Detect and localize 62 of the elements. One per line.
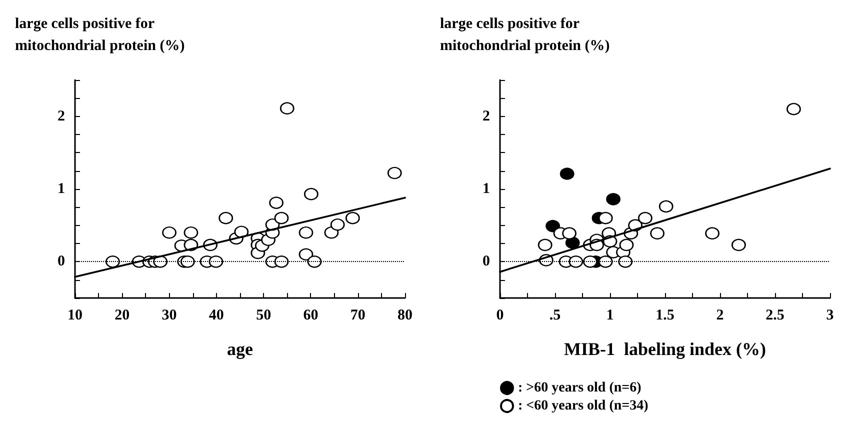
x-tick-label: 10 [68,308,82,324]
point [274,256,289,268]
point [269,196,284,209]
x-tick-label: 0 [496,308,504,324]
x-tick-label: .5 [549,308,561,324]
point [598,256,613,268]
point [658,200,674,213]
point [606,193,620,206]
x-tick-label: 2 [716,308,724,324]
x-tick-label: 70 [350,308,366,324]
point [162,226,176,239]
legend-label: : <60 years old (n=34) [518,398,649,414]
x-tick-label: 60 [303,308,318,324]
x-tick-label: 30 [162,308,177,324]
point [705,227,720,240]
point [619,238,634,252]
point [274,212,289,224]
point [298,248,314,261]
x-tick-label: 3 [826,308,834,324]
x-tick-label: 80 [398,308,412,324]
y-tick-label: 2 [482,108,490,124]
point [218,212,234,224]
y-tick-label: 1 [482,181,490,197]
y-tick-label: 1 [58,181,65,197]
y-axis-title: large cells positive for mitochondrial protein (%) [440,16,610,54]
x-tick-label: 1.5 [656,308,674,324]
point [538,238,552,252]
point [346,212,360,224]
legend-label: : >60 years old (n=6) [518,380,642,396]
point [562,227,576,240]
point [583,256,598,268]
point [560,168,574,180]
point [732,238,746,252]
x-tick-label: 20 [114,308,130,324]
y-tick-label: 0 [58,254,65,270]
point [618,256,633,268]
y-tick-label: 2 [58,108,65,124]
point [786,102,801,116]
x-tick-label: 1 [606,308,614,324]
x-tick-label: 50 [256,308,272,324]
y-axis-title: large cells positive for mitochondrial protein (%) [15,16,185,54]
y-tick-label: 0 [482,254,490,270]
point [180,256,195,268]
point [330,218,345,231]
point [298,226,314,239]
point [280,102,294,114]
point [208,256,224,268]
x-tick-label: 2.5 [766,308,784,324]
point [387,166,402,180]
point [546,220,560,232]
point [304,188,318,200]
point [184,226,198,239]
point [598,212,613,224]
x-axis-title: MIB-1 labeling index (%) [564,339,766,359]
point [234,226,249,238]
x-axis-title: age [227,339,253,359]
point [568,256,584,268]
point [650,227,664,240]
point [638,212,652,224]
point [106,256,120,268]
point [307,256,322,268]
x-tick-label: 40 [208,308,224,324]
